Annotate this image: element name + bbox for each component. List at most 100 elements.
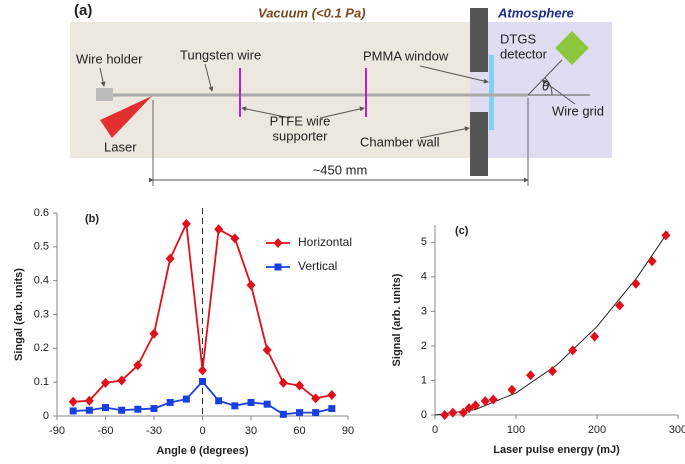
- marker: [661, 230, 671, 241]
- panel-label: (b): [85, 213, 99, 225]
- marker: [296, 409, 303, 417]
- marker: [480, 396, 490, 407]
- marker: [246, 280, 256, 291]
- label: Wire holder: [76, 51, 143, 66]
- y-tick-label: 2: [421, 340, 427, 352]
- panel-label: (a): [74, 2, 92, 19]
- y-tick-label: 0: [43, 410, 49, 422]
- marker: [230, 233, 240, 244]
- marker: [117, 375, 127, 386]
- label: Wire grid: [552, 103, 604, 118]
- marker: [295, 380, 304, 391]
- y-tick-label: 5: [421, 236, 427, 248]
- marker: [615, 300, 625, 311]
- marker: [278, 377, 288, 388]
- marker: [590, 331, 600, 342]
- y-tick-label: 0.5: [34, 241, 49, 253]
- y-tick-label: 0.3: [34, 308, 49, 320]
- x-tick-label: 90: [342, 425, 354, 437]
- x-tick-label: 0: [432, 424, 438, 436]
- label: Chamber wall: [360, 134, 440, 149]
- marker: [263, 400, 271, 408]
- label: supporter: [273, 128, 329, 143]
- angle-line: [527, 59, 563, 96]
- x-tick-label: -30: [146, 425, 162, 437]
- marker: [526, 370, 536, 381]
- x-tick-label: 60: [293, 425, 305, 437]
- wire-holder: [96, 88, 113, 101]
- region-label: Atmosphere: [497, 5, 574, 20]
- legend-marker: [274, 263, 282, 271]
- marker: [101, 377, 110, 388]
- x-tick-label: -90: [49, 425, 65, 437]
- marker: [68, 396, 78, 407]
- label: PTFE wire: [270, 113, 331, 128]
- marker: [84, 395, 94, 406]
- marker: [214, 224, 224, 235]
- marker: [568, 345, 578, 356]
- marker: [547, 366, 557, 377]
- x-axis-label: Angle θ (degrees): [156, 445, 248, 457]
- marker: [198, 365, 207, 376]
- marker: [507, 384, 517, 395]
- x-tick-label: 30: [245, 425, 257, 437]
- chart: 0 0.1 0.2 0.3 0.4 0.5 0.6 -90 -60 -30 0 30 60 90 Angle…: [13, 207, 354, 457]
- arrow: [241, 106, 291, 119]
- y-tick-label: 0.4: [34, 275, 49, 287]
- vacuum-region: [70, 22, 470, 158]
- marker: [262, 345, 272, 356]
- marker: [488, 394, 498, 405]
- label: PMMA window: [363, 48, 449, 63]
- x-tick-label: 300: [669, 424, 685, 436]
- marker: [231, 402, 239, 410]
- marker: [247, 398, 255, 406]
- y-tick-label: 3: [421, 305, 427, 317]
- marker: [165, 253, 175, 264]
- marker: [182, 395, 190, 403]
- label: detector: [500, 46, 548, 61]
- x-axis-label: Laser pulse energy (mJ): [493, 444, 620, 456]
- arrow: [204, 63, 214, 92]
- arrow: [99, 67, 106, 87]
- chamber-wall: [470, 112, 488, 176]
- marker: [199, 377, 206, 385]
- chart: 0 1 2 3 4 5 0 100 200 300 Laser pulse energy (mJ) S…: [391, 225, 685, 456]
- y-tick-label: 0: [421, 409, 427, 421]
- y-axis-label: Signal (arb. units): [391, 273, 403, 366]
- laser-beam: [100, 96, 152, 138]
- marker: [69, 407, 77, 415]
- label: DTGS: [500, 31, 536, 46]
- arrow: [419, 65, 489, 84]
- arrow: [541, 79, 576, 105]
- marker: [85, 406, 93, 414]
- y-tick-label: 1: [421, 374, 427, 386]
- marker: [631, 278, 641, 289]
- legend-label: Horizontal: [298, 235, 352, 249]
- x-tick-label: 0: [199, 425, 205, 437]
- legend-marker: [273, 238, 283, 248]
- marker: [327, 390, 337, 401]
- x-tick-label: 100: [507, 424, 525, 436]
- marker: [448, 407, 458, 418]
- legend-label: Vertical: [298, 259, 337, 273]
- marker: [118, 406, 126, 414]
- y-tick-label: 0.2: [34, 342, 49, 354]
- label: Laser: [104, 139, 137, 154]
- x-tick-label: 200: [588, 424, 606, 436]
- label: θ: [542, 78, 549, 93]
- region-label: Vacuum (<0.1 Pa): [258, 5, 366, 20]
- x-tick-label: -60: [98, 425, 114, 437]
- label: Tungsten wire: [180, 47, 261, 62]
- arrow: [319, 106, 365, 119]
- marker: [133, 360, 143, 371]
- label: ~450 mm: [313, 162, 368, 177]
- marker: [440, 410, 450, 420]
- y-tick-label: 4: [421, 271, 427, 283]
- y-tick-label: 0.6: [34, 207, 49, 219]
- marker: [279, 410, 287, 418]
- marker: [215, 397, 223, 405]
- marker: [471, 400, 480, 411]
- chamber-wall: [470, 8, 488, 72]
- marker: [311, 393, 321, 404]
